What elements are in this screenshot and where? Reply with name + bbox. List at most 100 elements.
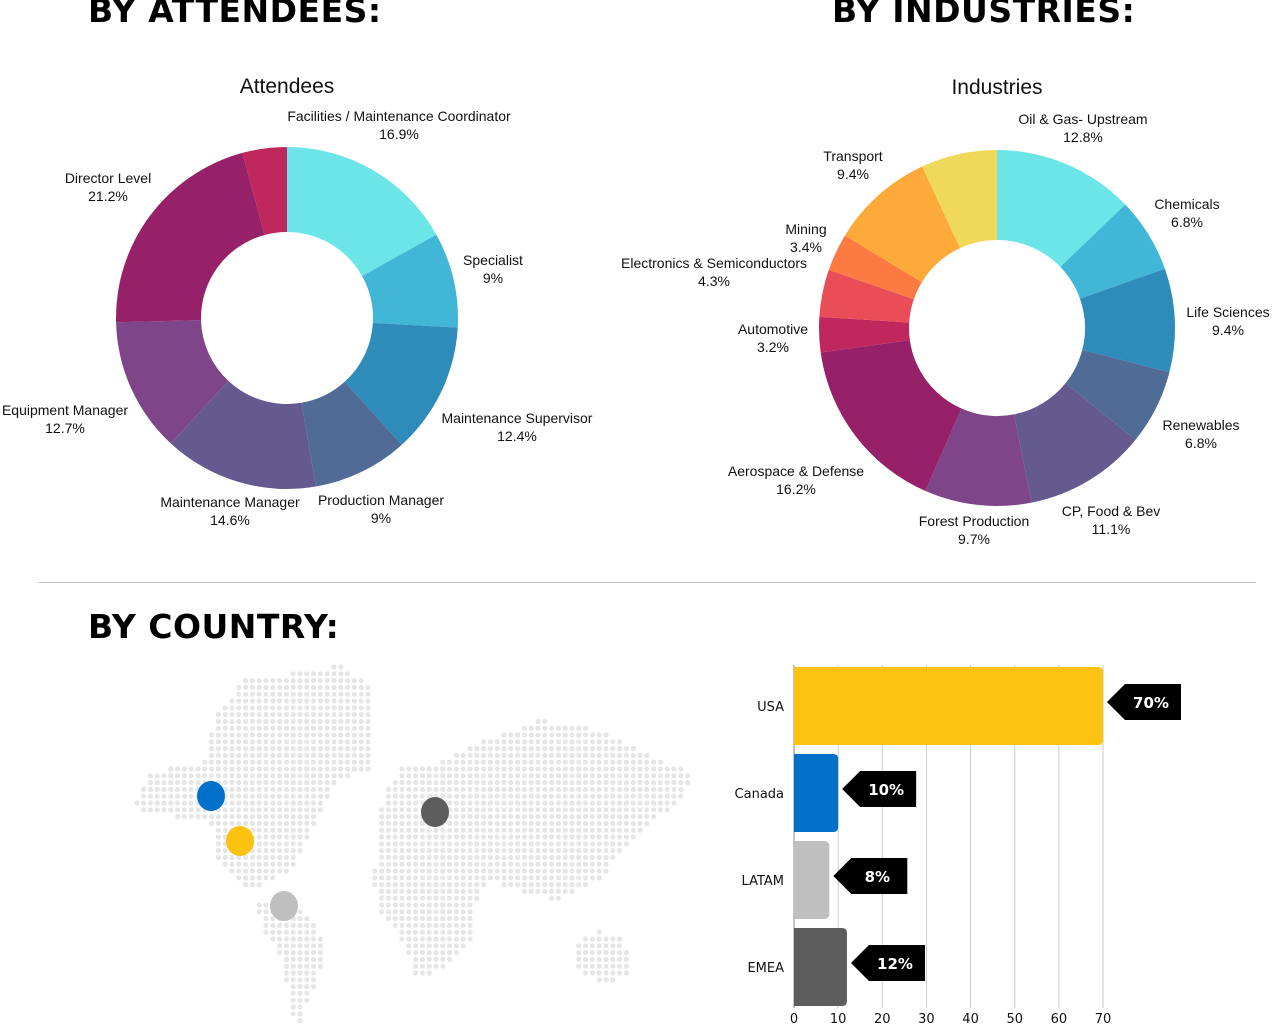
map-dot bbox=[576, 752, 582, 759]
map-dot bbox=[657, 807, 664, 813]
map-dot bbox=[243, 861, 249, 867]
map-dot bbox=[277, 793, 283, 799]
map-dot bbox=[263, 773, 269, 779]
map-dot bbox=[637, 766, 643, 772]
map-dot bbox=[603, 848, 609, 854]
map-dot bbox=[270, 780, 276, 786]
map-dot bbox=[467, 936, 473, 942]
map-dot bbox=[419, 888, 425, 895]
map-dot bbox=[270, 868, 276, 874]
map-dot bbox=[433, 841, 439, 847]
map-dot bbox=[256, 834, 262, 840]
map-dot bbox=[290, 1011, 296, 1017]
bar-emea[interactable] bbox=[794, 928, 847, 1006]
map-dot bbox=[290, 773, 296, 779]
map-dot bbox=[474, 868, 480, 874]
map-dot bbox=[317, 739, 323, 745]
map-dot bbox=[297, 909, 303, 915]
map-dot bbox=[460, 902, 466, 908]
map-dot bbox=[338, 698, 344, 704]
bar-usa[interactable] bbox=[794, 667, 1103, 745]
map-dot bbox=[392, 895, 398, 901]
heading-by-country: BY COUNTRY: bbox=[88, 607, 340, 646]
map-dot bbox=[562, 888, 568, 895]
map-dot bbox=[426, 956, 432, 963]
map-dot bbox=[637, 807, 643, 813]
map-dot bbox=[419, 820, 425, 827]
map-dot bbox=[576, 766, 582, 772]
map-dot bbox=[426, 868, 432, 874]
map-dot bbox=[365, 718, 371, 725]
map-dot bbox=[474, 766, 480, 772]
map-dot bbox=[603, 950, 609, 956]
map-dot bbox=[440, 780, 446, 786]
map-dot bbox=[535, 780, 541, 786]
map-dot bbox=[521, 725, 528, 731]
map-dot bbox=[549, 848, 555, 854]
map-dot bbox=[331, 773, 337, 779]
map-dot bbox=[277, 800, 283, 806]
bar-latam[interactable] bbox=[794, 841, 830, 919]
map-dot bbox=[562, 786, 568, 793]
map-dot bbox=[569, 875, 575, 881]
map-dot bbox=[555, 786, 562, 793]
map-dot bbox=[304, 950, 310, 956]
map-dot bbox=[392, 841, 398, 847]
map-dot bbox=[562, 739, 568, 745]
map-dot bbox=[195, 780, 201, 786]
map-dot bbox=[209, 752, 215, 759]
map-marker-canada[interactable] bbox=[197, 781, 225, 811]
map-dot bbox=[494, 820, 500, 827]
map-dot bbox=[256, 684, 262, 691]
map-dot bbox=[487, 861, 493, 867]
map-dot bbox=[542, 732, 548, 738]
map-dot bbox=[263, 834, 269, 840]
map-dot bbox=[589, 854, 596, 861]
map-dot bbox=[317, 786, 323, 793]
map-dot bbox=[270, 800, 276, 806]
map-dot bbox=[229, 786, 235, 793]
map-dot bbox=[651, 807, 657, 813]
map-dot bbox=[515, 882, 521, 888]
slice-label: Chemicals bbox=[1154, 196, 1219, 212]
map-dot bbox=[406, 800, 412, 806]
map-dot bbox=[222, 759, 228, 765]
map-marker-usa[interactable] bbox=[226, 826, 254, 856]
map-marker-latam[interactable] bbox=[270, 891, 298, 921]
map-dot bbox=[290, 950, 296, 956]
map-dot bbox=[569, 848, 575, 854]
map-dot bbox=[406, 780, 412, 786]
slice-label: Electronics & Semiconductors bbox=[621, 255, 807, 271]
map-dot bbox=[236, 814, 242, 820]
map-dot bbox=[263, 759, 269, 765]
map-dot bbox=[528, 848, 534, 854]
map-dot bbox=[549, 854, 555, 861]
map-dot bbox=[576, 807, 582, 813]
map-dot bbox=[453, 943, 459, 949]
map-dot bbox=[487, 739, 493, 745]
map-dot bbox=[535, 718, 541, 725]
map-dot bbox=[385, 902, 391, 908]
category-label: LATAM bbox=[742, 874, 784, 889]
map-dot bbox=[623, 786, 630, 793]
map-dot bbox=[188, 793, 194, 799]
donut-slice bbox=[115, 152, 265, 323]
map-dot bbox=[623, 759, 630, 765]
map-dot bbox=[317, 698, 323, 704]
map-dot bbox=[528, 820, 534, 827]
bar-canada[interactable] bbox=[794, 754, 839, 832]
map-dot bbox=[501, 848, 507, 854]
map-dot bbox=[406, 814, 412, 820]
map-dot bbox=[515, 814, 521, 820]
map-dot bbox=[528, 861, 534, 867]
map-dot bbox=[324, 732, 330, 738]
map-dot bbox=[617, 739, 623, 745]
map-dot bbox=[542, 868, 548, 874]
map-dot bbox=[181, 786, 187, 793]
map-dot bbox=[154, 773, 160, 779]
map-dot bbox=[508, 861, 514, 867]
map-dot bbox=[168, 766, 174, 772]
map-marker-emea[interactable] bbox=[421, 797, 449, 827]
map-dot bbox=[521, 861, 528, 867]
map-dot bbox=[202, 814, 208, 820]
